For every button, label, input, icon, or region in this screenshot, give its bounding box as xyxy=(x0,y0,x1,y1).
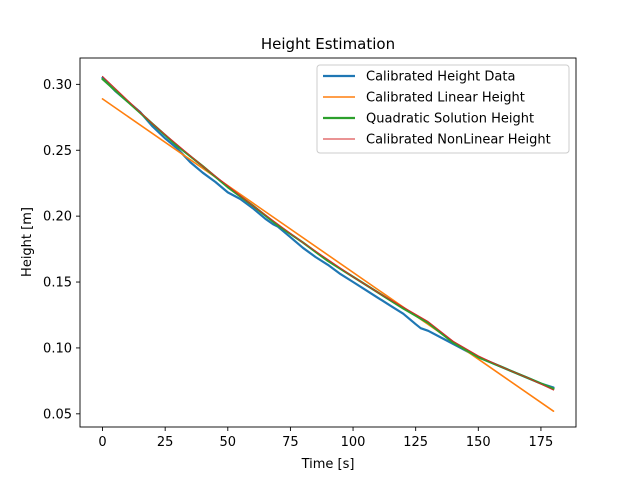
x-tick-label: 75 xyxy=(282,435,299,450)
x-tick-label: 25 xyxy=(157,435,174,450)
series-line-4 xyxy=(102,75,554,391)
legend-label-2: Calibrated Linear Height xyxy=(366,91,525,106)
chart-title: Height Estimation xyxy=(261,35,395,53)
x-axis-ticks: 0 25 50 75 100 125 150 175 xyxy=(98,427,553,450)
x-tick-label: 100 xyxy=(341,435,366,450)
legend: Calibrated Height Data Calibrated Linear … xyxy=(316,64,570,154)
y-tick-label: 0.25 xyxy=(43,144,72,159)
y-tick-label: 0.30 xyxy=(43,78,72,93)
y-tick-label: 0.15 xyxy=(43,276,72,291)
legend-label-4: Calibrated NonLinear Height xyxy=(366,133,551,148)
legend-label-3: Quadratic Solution Height xyxy=(366,112,534,127)
x-axis-label: Time [s] xyxy=(301,457,355,472)
x-tick-label: 0 xyxy=(98,435,106,450)
series-line-2 xyxy=(101,98,555,413)
y-tick-label: 0.20 xyxy=(43,210,72,225)
series-layer xyxy=(101,75,555,413)
x-tick-label: 175 xyxy=(529,435,554,450)
legend-box xyxy=(316,64,570,154)
y-axis-ticks: 0.05 0.10 0.15 0.20 0.25 0.30 xyxy=(43,78,80,422)
plot-frame xyxy=(79,57,577,428)
x-tick-label: 125 xyxy=(403,435,428,450)
legend-label-1: Calibrated Height Data xyxy=(366,70,515,85)
y-tick-label: 0.05 xyxy=(43,407,72,422)
series-line-3 xyxy=(101,77,555,390)
x-tick-label: 50 xyxy=(220,435,237,450)
y-tick-label: 0.10 xyxy=(43,341,72,356)
x-tick-label: 150 xyxy=(466,435,491,450)
y-axis-label: Height [m] xyxy=(20,207,35,277)
